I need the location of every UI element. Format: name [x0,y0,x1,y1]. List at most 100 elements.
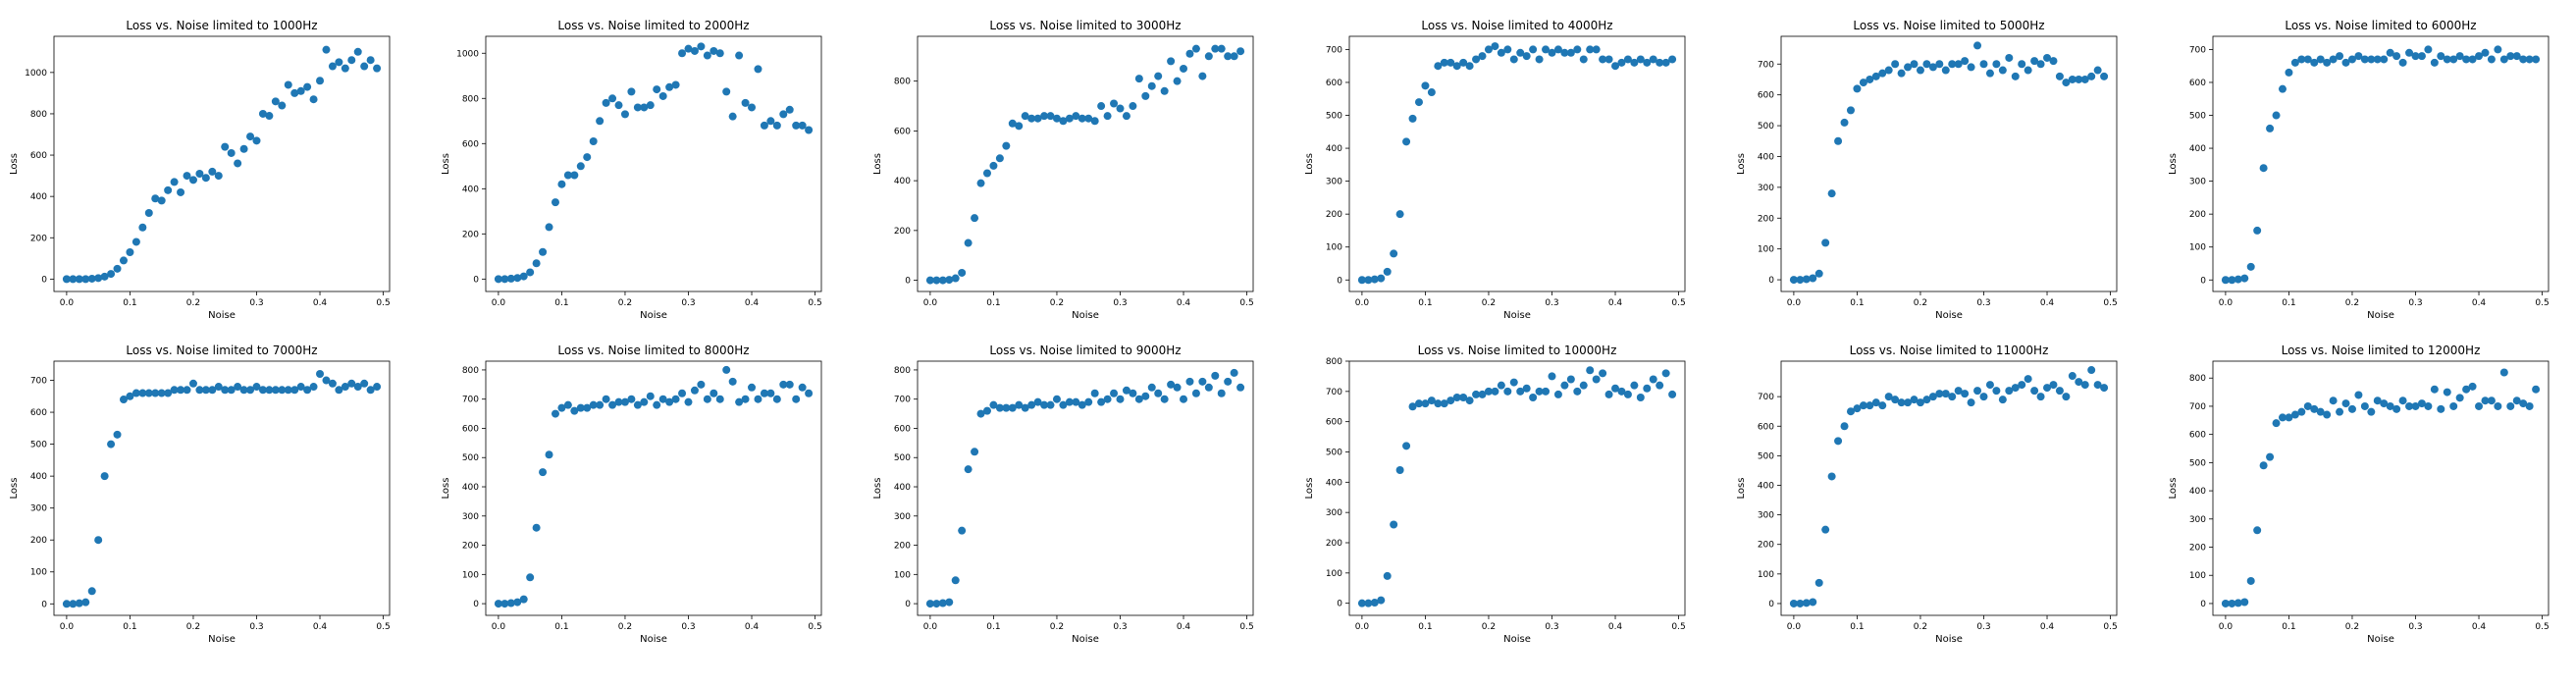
data-point [500,600,509,608]
data-point [1649,55,1657,64]
data-points [925,368,1245,608]
x-axis-label: Noise [1072,634,1099,645]
data-point [1592,45,1601,54]
data-point [1878,69,1887,78]
data-point [131,389,140,397]
y-axis-label: Loss [1304,153,1315,175]
data-point [1217,389,1226,397]
data-point [1103,112,1112,121]
chart-panel-5: Loss vs. Noise limited to 5000Hz 0.0 0.1 0.… [1736,19,2118,321]
data-point [2525,401,2534,410]
data-point [151,389,160,397]
data-point [519,272,528,281]
data-point [201,386,210,395]
data-point [2087,72,2096,80]
data-point [1840,422,1849,431]
data-point [164,389,173,397]
data-point [1961,57,1970,66]
data-point [1916,66,1924,75]
data-point [94,274,103,283]
data-point [1015,400,1024,409]
data-point [2437,52,2445,61]
y-tick-label: 100 [30,568,47,578]
data-point [1948,60,1957,69]
x-axis-label: Noise [208,634,236,645]
axes-frame [53,360,391,616]
data-point [1421,399,1430,408]
data-point [583,403,592,412]
data-point [570,406,579,415]
data-point [665,397,674,406]
data-point [1579,55,1588,64]
data-point [715,395,724,403]
data-point [2506,52,2515,61]
data-point [1954,387,1963,396]
axes-frame [917,35,1254,292]
y-tick-label: 500 [894,453,911,463]
data-point [2093,381,2102,390]
x-tick-label: 0.5 [1671,622,1685,632]
data-point [766,117,775,126]
data-point [785,105,794,114]
x-axis-label: Noise [208,310,236,321]
chart-title: Loss vs. Noise limited to 5000Hz [1853,19,2044,32]
data-point [1935,390,1944,398]
data-point [1853,404,1862,413]
data-point [608,94,617,103]
data-point [1586,45,1595,54]
data-point [227,148,236,157]
data-points [494,42,814,284]
data-point [1173,383,1182,392]
data-point [602,395,610,403]
data-point [1566,48,1575,57]
data-point [1611,62,1620,71]
data-points [1789,366,2109,608]
x-tick-label: 0.4 [1177,622,1191,632]
data-point [126,392,134,400]
data-point [2475,52,2484,61]
data-point [1217,44,1226,53]
data-point [754,65,762,74]
data-point [640,103,649,112]
data-point [1553,390,1562,398]
data-point [2519,399,2528,408]
y-tick-label: 0 [41,600,47,609]
data-point [754,395,762,403]
data-point [805,126,814,134]
data-point [2468,55,2477,64]
data-point [570,171,579,180]
data-point [614,101,623,110]
data-point [1623,55,1632,64]
data-point [2417,52,2426,61]
data-point [2290,410,2299,419]
data-point [69,275,78,284]
data-point [1796,599,1805,608]
y-tick-label: 200 [1758,214,1774,224]
data-point [2049,381,2058,390]
data-point [1408,402,1417,411]
data-point [526,573,535,582]
y-tick-label: 500 [2189,112,2206,122]
data-point [284,80,292,89]
data-point [2417,399,2426,408]
x-tick-label: 0.1 [1418,622,1432,632]
data-point [1636,55,1645,64]
data-point [284,386,292,395]
y-tick-label: 700 [1326,388,1342,397]
data-point [583,153,592,162]
data-point [2259,461,2268,470]
data-point [1147,81,1156,90]
data-point [1452,62,1461,71]
data-point [69,600,78,608]
data-point [246,132,255,141]
data-point [1408,114,1417,123]
data-point [1040,400,1049,409]
data-point [1021,403,1029,412]
data-point [94,536,103,545]
data-point [208,167,217,176]
data-point [100,272,109,281]
data-point [2005,387,2014,396]
x-tick-label: 0.5 [2103,622,2117,632]
data-point [1414,399,1423,408]
y-tick-label: 100 [1758,570,1774,580]
